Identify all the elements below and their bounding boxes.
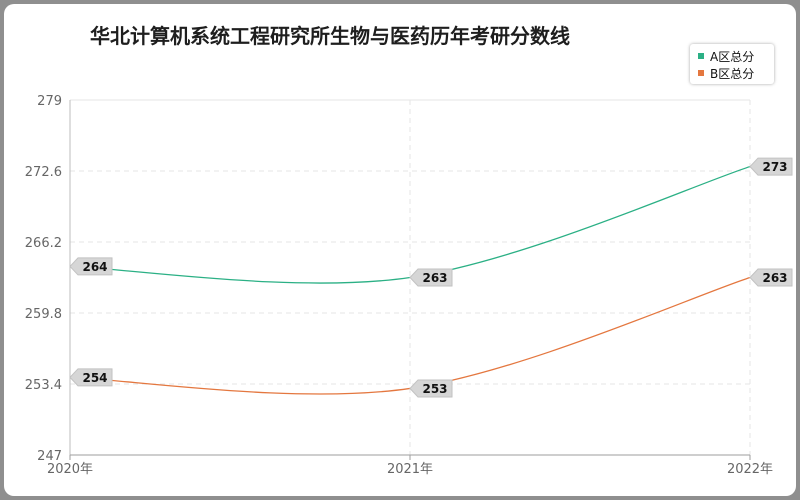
data-label: 254 xyxy=(82,371,107,385)
data-label-box xyxy=(409,268,453,287)
y-tick-label: 266.2 xyxy=(25,236,62,251)
y-tick-label: 253.4 xyxy=(25,378,62,393)
data-label-box xyxy=(749,157,793,176)
legend-label-a: A区总分 xyxy=(710,49,755,64)
legend-item-b[interactable]: B区总分 xyxy=(698,65,754,81)
legend-item-a[interactable]: A区总分 xyxy=(698,48,754,64)
data-label-box xyxy=(409,379,453,398)
chart-title: 华北计算机系统工程研究所生物与医药历年考研分数线 xyxy=(90,24,570,48)
legend-label-b: B区总分 xyxy=(710,66,755,81)
x-tick-label: 2021年 xyxy=(387,462,433,477)
data-label-box xyxy=(69,368,113,387)
chart-legend: A区总分 B区总分 xyxy=(690,44,774,84)
y-tick-label: 272.6 xyxy=(25,165,62,180)
x-tick-label: 2022年 xyxy=(727,462,773,477)
data-label: 263 xyxy=(422,271,447,285)
data-label: 273 xyxy=(762,160,787,174)
data-label: 263 xyxy=(762,271,787,285)
y-tick-label: 247 xyxy=(37,449,62,464)
x-tick-label: 2020年 xyxy=(47,462,93,477)
data-label-box xyxy=(69,257,113,276)
legend-swatch-a xyxy=(698,53,704,59)
data-label-box xyxy=(749,268,793,287)
y-tick-label: 259.8 xyxy=(25,307,62,322)
legend-swatch-b xyxy=(698,70,704,76)
y-tick-label: 279 xyxy=(37,94,62,109)
data-label: 264 xyxy=(82,260,107,274)
data-label: 253 xyxy=(422,382,447,396)
